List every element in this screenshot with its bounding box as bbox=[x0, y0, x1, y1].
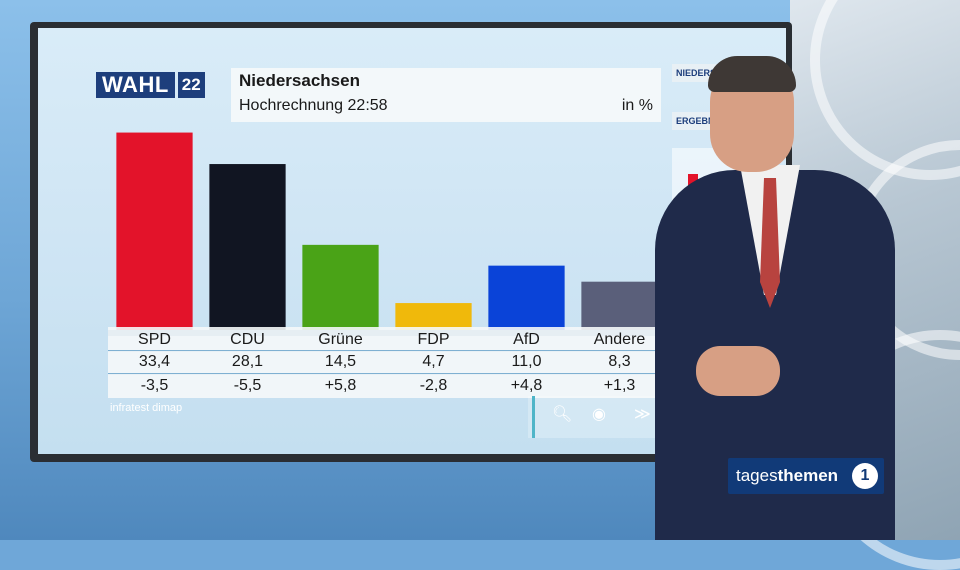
party-change: +1,3 bbox=[603, 377, 636, 394]
anchor-tie bbox=[760, 178, 780, 308]
nav-divider bbox=[532, 396, 535, 438]
party-value: 4,7 bbox=[422, 353, 445, 370]
party-change: -5,5 bbox=[233, 377, 262, 394]
party-name: Andere bbox=[593, 331, 646, 348]
party-value: 11,0 bbox=[511, 353, 542, 370]
ard-one-icon: 1 bbox=[852, 463, 878, 489]
party-change: +4,8 bbox=[510, 377, 543, 394]
party-name: FDP bbox=[417, 331, 450, 348]
party-changes-row: -3,5 -5,5 +5,8 -2,8 +4,8 +1,3 bbox=[108, 374, 666, 398]
wahl-logo-text: WAHL bbox=[96, 72, 175, 98]
target-icon[interactable]: ◉ bbox=[592, 406, 606, 423]
bar-cdu bbox=[209, 164, 286, 331]
chart-subtitle: Hochrechnung 22:58 bbox=[239, 97, 388, 114]
anchor-hair bbox=[708, 56, 796, 92]
anchor-hands bbox=[696, 346, 780, 396]
party-change: -3,5 bbox=[140, 377, 169, 394]
party-value: 8,3 bbox=[608, 353, 631, 370]
bar-fdp bbox=[395, 303, 472, 331]
tagesthemen-wordmark: tagesthemen bbox=[736, 466, 839, 485]
party-change: -2,8 bbox=[419, 377, 448, 394]
party-value: 33,4 bbox=[138, 353, 171, 370]
search-icon[interactable]: 🔍︎ bbox=[552, 406, 573, 423]
party-name: Grüne bbox=[318, 331, 363, 348]
chart-title: Niedersachsen bbox=[239, 71, 360, 90]
party-value: 28,1 bbox=[231, 353, 264, 370]
party-name: CDU bbox=[230, 331, 265, 348]
fast-forward-icon[interactable]: ≫ bbox=[634, 406, 651, 423]
bar-chart bbox=[116, 132, 658, 331]
party-name: AfD bbox=[513, 331, 540, 348]
party-change: +5,8 bbox=[324, 377, 357, 394]
news-anchor bbox=[650, 56, 900, 540]
bar-spd bbox=[116, 132, 193, 331]
bar-afd bbox=[488, 265, 565, 331]
bar-andere bbox=[581, 281, 658, 331]
party-name: SPD bbox=[138, 331, 171, 348]
wahl-logo-number: 22 bbox=[177, 72, 205, 98]
title-box: Niedersachsen Hochrechnung 22:58 in % bbox=[231, 68, 661, 122]
source-label: infratest dimap bbox=[110, 402, 183, 414]
tagesthemen-logo: tagesthemen 1 bbox=[728, 458, 884, 494]
party-value: 14,5 bbox=[324, 353, 357, 370]
video-wall-screen: WAHL 22 Niedersachsen Hochrechnung 22:58… bbox=[38, 28, 786, 454]
party-values-row: 33,4 28,1 14,5 4,7 11,0 8,3 bbox=[108, 351, 666, 373]
chart-unit: in % bbox=[621, 97, 653, 114]
wahl-logo: WAHL 22 bbox=[96, 72, 205, 98]
bar-grüne bbox=[302, 244, 379, 331]
party-names-row: SPD CDU Grüne FDP AfD Andere bbox=[108, 327, 666, 350]
